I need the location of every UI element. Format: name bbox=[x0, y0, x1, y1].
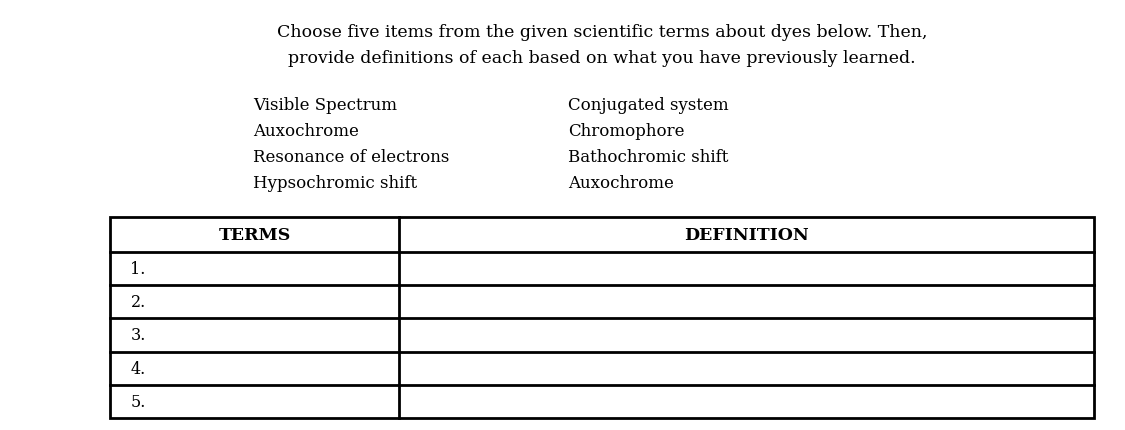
Text: DEFINITION: DEFINITION bbox=[684, 226, 809, 243]
Text: Bathochromic shift: Bathochromic shift bbox=[568, 148, 729, 165]
Text: Choose five items from the given scientific terms about dyes below. Then,: Choose five items from the given scienti… bbox=[277, 24, 927, 40]
Text: 3.: 3. bbox=[130, 327, 146, 344]
Text: Auxochrome: Auxochrome bbox=[568, 174, 674, 191]
Text: TERMS: TERMS bbox=[218, 226, 291, 243]
Text: Auxochrome: Auxochrome bbox=[253, 123, 359, 139]
Text: Resonance of electrons: Resonance of electrons bbox=[253, 148, 450, 165]
Bar bbox=[110, 217, 1094, 418]
Text: 1.: 1. bbox=[130, 261, 146, 277]
Text: Hypsochromic shift: Hypsochromic shift bbox=[253, 174, 417, 191]
Text: Chromophore: Chromophore bbox=[568, 123, 685, 139]
Text: Conjugated system: Conjugated system bbox=[568, 97, 729, 114]
Text: 4.: 4. bbox=[130, 360, 146, 377]
Text: 5.: 5. bbox=[130, 393, 146, 410]
Text: provide definitions of each based on what you have previously learned.: provide definitions of each based on wha… bbox=[288, 49, 916, 66]
Text: 2.: 2. bbox=[130, 294, 146, 310]
Text: Visible Spectrum: Visible Spectrum bbox=[253, 97, 397, 114]
